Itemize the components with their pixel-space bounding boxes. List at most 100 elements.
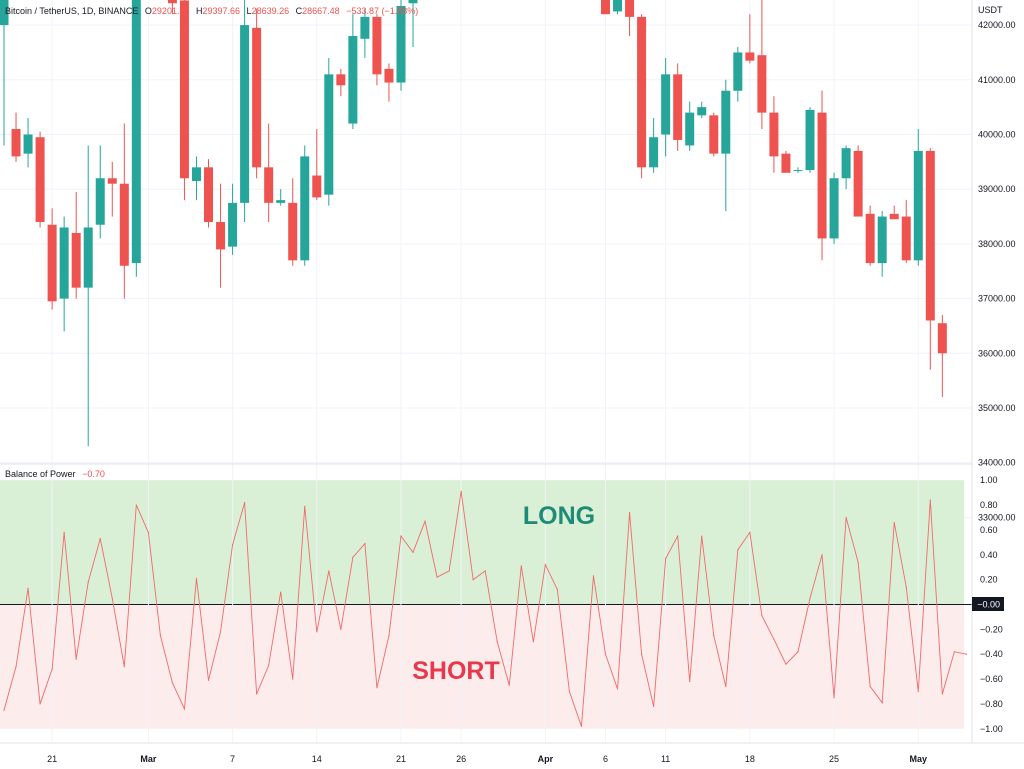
bop-point	[821, 554, 823, 556]
current-value-badge: −0.00	[972, 597, 1004, 611]
candle	[877, 211, 887, 277]
candle-body	[601, 0, 610, 15]
candle	[709, 112, 719, 157]
bop-point	[231, 544, 234, 546]
candle-body	[35, 137, 45, 223]
candle-body	[167, 0, 177, 4]
bop-point	[905, 586, 907, 588]
bop-tick-label: −0.60	[980, 674, 1003, 684]
bop-point	[352, 556, 354, 558]
candle-body	[191, 167, 201, 181]
candle	[913, 129, 923, 266]
bop-point	[941, 693, 943, 695]
bop-point	[917, 690, 919, 693]
bop-point	[99, 538, 101, 540]
bop-point	[268, 664, 270, 667]
bop-point	[520, 565, 522, 567]
price-tick-label: 41000.00	[978, 75, 1016, 85]
bop-point	[27, 587, 29, 589]
candle-body	[107, 178, 117, 184]
high-label: H	[196, 6, 203, 16]
candle	[661, 57, 671, 157]
bop-point	[484, 570, 486, 572]
time-grid	[51, 0, 919, 743]
bop-tick-label: −0.40	[980, 649, 1003, 659]
candle-body	[312, 175, 322, 198]
bop-tick-label: 1.00	[980, 475, 998, 485]
candle	[396, 0, 406, 91]
candle-body	[264, 167, 274, 203]
candle	[853, 145, 863, 217]
bop-point	[580, 725, 583, 727]
candle-body	[252, 27, 262, 168]
current-value-text: −0.00	[977, 600, 1000, 610]
bop-point	[388, 634, 390, 637]
candle-body	[179, 0, 189, 179]
candle	[300, 145, 310, 266]
close-value: 28667.48	[302, 6, 340, 16]
candle-body	[83, 227, 93, 288]
candle-body	[925, 150, 935, 321]
bop-point	[556, 588, 558, 591]
candle	[685, 101, 695, 151]
bop-point	[183, 708, 186, 710]
price-tick-label: 40000.00	[978, 130, 1016, 140]
bop-point	[773, 638, 775, 640]
candle-body	[613, 0, 623, 12]
candle	[781, 150, 791, 173]
bop-axis[interactable]: 1.00 0.80 0.60 0.40 0.20 −0.20 −0.40 −0.60 −0.80…	[980, 475, 1003, 734]
candle	[372, 14, 382, 86]
candle-body	[877, 216, 887, 264]
candle-body	[71, 232, 81, 288]
bop-point	[244, 501, 246, 504]
candle	[216, 183, 226, 288]
bop-point	[544, 564, 546, 566]
candle	[829, 172, 839, 244]
candle-body	[721, 90, 731, 154]
bop-point	[881, 702, 883, 704]
price-tick-label: 42000.00	[978, 20, 1016, 30]
candle	[119, 123, 129, 299]
candle	[673, 63, 683, 151]
candle-body	[95, 178, 105, 225]
candle-body	[937, 323, 947, 354]
bop-point	[171, 682, 174, 684]
candle-body	[829, 178, 839, 239]
time-axis[interactable]: 21 Mar 7 14 21 26 Apr 6 11 18 25 May	[47, 754, 927, 764]
price-axis[interactable]: 49000.0048000.0047000.0046000.0045000.00…	[978, 0, 1016, 522]
candle	[757, 0, 767, 130]
bop-point	[532, 641, 534, 643]
candle-body	[336, 74, 346, 86]
bop-point	[195, 577, 198, 579]
bop-point	[75, 658, 77, 660]
candle-body	[673, 74, 683, 140]
indicator-legend[interactable]: Balance of Power −0.70	[5, 469, 105, 479]
candle-body	[913, 150, 923, 261]
candle	[288, 178, 298, 266]
bop-point	[568, 690, 571, 693]
bop-point	[953, 651, 955, 653]
time-tick-label: 26	[456, 754, 466, 764]
candle-body	[372, 16, 382, 75]
bop-point	[87, 581, 89, 583]
chart-legend[interactable]: Bitcoin / TetherUS, 1D, BINANCE O29201.3…	[5, 6, 418, 16]
indicator-name: Balance of Power	[5, 469, 76, 479]
candle-body	[685, 112, 695, 146]
candle-body	[216, 222, 226, 250]
bop-point	[292, 678, 294, 680]
candle	[179, 0, 189, 201]
bop-point	[857, 561, 859, 563]
candle	[204, 159, 214, 228]
bop-point	[3, 709, 5, 711]
candle	[817, 90, 827, 261]
candle	[107, 161, 117, 217]
candle-body	[59, 227, 69, 299]
bop-point	[256, 693, 258, 695]
candle-body	[733, 52, 743, 91]
indicator-value: −0.70	[82, 469, 105, 479]
price-tick-label: 33000.00	[978, 512, 1016, 522]
candle-body	[889, 213, 899, 220]
close-label: C	[296, 6, 303, 16]
candle-body	[817, 112, 827, 239]
